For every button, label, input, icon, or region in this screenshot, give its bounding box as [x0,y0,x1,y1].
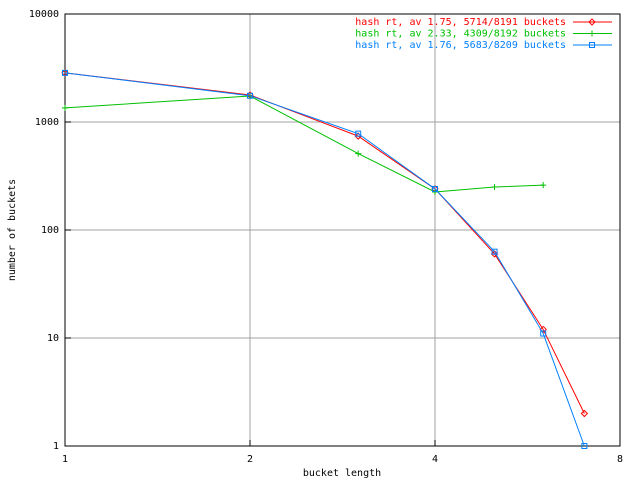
point [580,409,589,418]
legend-marker [589,30,595,37]
x-tick-label: 4 [432,454,438,465]
point [432,185,438,192]
point [62,104,68,111]
point [355,150,362,157]
y-tick-label: 10 [47,333,59,344]
point [540,182,547,189]
point [62,69,68,76]
plot-frame [64,13,621,447]
y-tick-label: 1 [53,441,59,452]
series-line [64,95,544,193]
legend-label: hash rt, av 1.75, 5714/8191 buckets [355,17,566,28]
point [491,184,498,191]
y-tick-label: 100 [41,225,59,236]
point [491,248,498,255]
x-tick-label: 1 [62,454,68,465]
point [355,130,362,137]
point [581,443,588,449]
y-tick-label: 1000 [35,117,59,128]
series-line [64,72,585,447]
x-axis-label: bucket length [303,468,381,479]
y-axis-label: number of buckets [7,179,18,281]
point [539,325,547,334]
legend-label: hash rt, av 1.76, 5683/8209 buckets [355,40,566,51]
y-tick-label: 10000 [29,9,59,20]
point [540,330,547,337]
x-tick-label: 8 [617,454,623,465]
legend-marker [589,42,595,48]
point [247,92,253,99]
point [432,188,438,195]
legend-label: hash rt, av 2.33, 4309/8192 buckets [355,29,566,40]
legend-marker [588,18,596,26]
x-tick-label: 2 [247,454,253,465]
